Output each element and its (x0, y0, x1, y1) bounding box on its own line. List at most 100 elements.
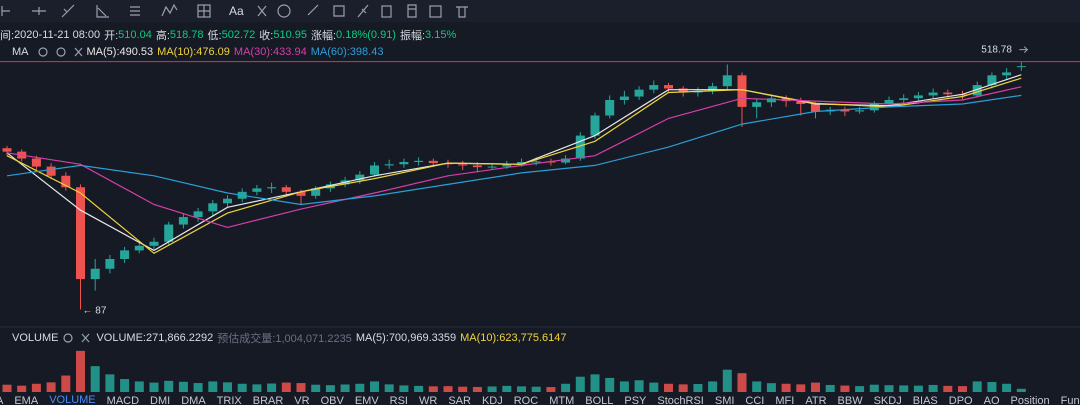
volume-bar (678, 384, 688, 392)
indicator-tab[interactable]: ATR (805, 395, 827, 405)
volume-bar (355, 383, 365, 392)
indicator-tab[interactable]: PSY (624, 395, 647, 405)
candle-body (517, 161, 526, 165)
volume-bar (708, 381, 718, 392)
volume-bar (649, 382, 659, 392)
vol-icons[interactable] (63, 333, 90, 343)
indicator-tab[interactable]: AO (983, 395, 1000, 405)
candle-body (575, 135, 585, 159)
indicator-tab[interactable]: EMA (14, 395, 39, 405)
indicator-tab[interactable]: RSI (389, 395, 408, 405)
volume-bar (899, 385, 909, 392)
indicator-tab[interactable]: DMI (150, 395, 171, 405)
indicator-tab[interactable]: A (0, 395, 3, 405)
indicator-tab[interactable]: WR (419, 395, 438, 405)
volume-bar (811, 382, 820, 392)
candle-body (619, 96, 629, 100)
indicator-tab[interactable]: SMI (714, 395, 735, 405)
info-value: 502.72 (221, 29, 256, 41)
candle-body (766, 98, 776, 103)
volume-bar (884, 385, 894, 392)
indicator-tab[interactable]: TRIX (216, 395, 242, 405)
volume-bar (972, 381, 982, 392)
ma-icons[interactable] (38, 47, 83, 57)
ma-line (6, 86, 1022, 229)
volume-bar (340, 384, 350, 392)
volume-header-item: MA(5):700,969.3359 (355, 332, 457, 344)
volume-bar (164, 380, 174, 392)
volume-bar (472, 386, 482, 392)
toolbar-icons[interactable] (1, 3, 468, 18)
volume-bar (223, 382, 232, 392)
toolbar-text-tool[interactable]: Aa (229, 4, 244, 18)
info-value: 518.78 (169, 29, 204, 41)
indicator-tab[interactable]: DPO (948, 395, 973, 405)
indicator-tab[interactable]: CCI (745, 395, 765, 405)
candle-body (399, 161, 409, 165)
indicator-tab[interactable]: EMV (354, 395, 379, 405)
volume-bar (281, 382, 291, 392)
volume-header-item: 预估成交量:1,004,071.2235 (217, 333, 352, 345)
indicator-tab[interactable]: KDJ (481, 395, 503, 405)
ma-legend-item: MA(5):490.53 (86, 46, 154, 58)
candle-body (2, 148, 12, 152)
indicator-tab[interactable]: VOLUME (49, 394, 95, 405)
indicator-tab[interactable]: BRAR (252, 395, 284, 405)
volume-bar (414, 385, 424, 392)
candle-body (252, 188, 262, 192)
candle-body (76, 187, 85, 280)
volume-bar (178, 381, 188, 392)
volume-bar (296, 383, 306, 392)
volume-bar (370, 381, 379, 392)
volume-bar (958, 386, 967, 392)
volume-header: VOLUME VOLUME:271,866.2292 预估成交量:1,004,07… (12, 331, 571, 345)
volume-bar (384, 384, 394, 392)
candle-body (737, 75, 747, 107)
indicator-tab[interactable]: BBW (837, 395, 863, 405)
info-value: 0.18%(0.91) (336, 29, 396, 41)
indicator-tab[interactable]: MACD (106, 395, 140, 405)
candle-body (664, 85, 673, 89)
volume-bar (134, 381, 144, 392)
indicator-tab[interactable]: StochRSI (657, 395, 704, 405)
ma-legend-item: MA(60):398.43 (310, 46, 384, 58)
candle-body (928, 92, 938, 96)
toolbar (0, 0, 1080, 22)
candle-body (134, 245, 144, 251)
volume-bar (825, 384, 835, 392)
info-label: 高: (155, 30, 170, 42)
volume-bar (737, 373, 747, 392)
candle-body (164, 224, 174, 242)
indicator-tab[interactable]: BIAS (912, 395, 938, 405)
info-value: 510.04 (118, 29, 152, 41)
candle-body (208, 203, 218, 212)
indicator-tab[interactable]: SKDJ (873, 395, 902, 405)
volume-bar (458, 386, 468, 392)
indicator-tab[interactable]: Position (1010, 395, 1050, 405)
indicator-tab[interactable]: SAR (448, 395, 471, 405)
candle-body (840, 109, 850, 112)
candle-body (811, 104, 820, 112)
indicator-tab[interactable]: ROC (513, 395, 539, 405)
indicator-tab[interactable]: MFI (775, 395, 795, 405)
volume-bar (840, 385, 850, 392)
candle-body (105, 258, 115, 269)
indicator-tab[interactable]: MTM (549, 395, 575, 405)
candle-body (913, 95, 923, 99)
volume-bar (31, 383, 41, 392)
indicator-tab[interactable]: VR (294, 395, 310, 405)
indicator-tab[interactable]: OBV (320, 395, 344, 405)
volume-bar (943, 385, 953, 392)
candle-body (972, 85, 982, 96)
candle-body (281, 187, 291, 192)
volume-bar (193, 383, 203, 392)
volume-bar (913, 385, 923, 392)
volume-bar (561, 383, 571, 392)
indicator-tab[interactable]: Fundflow (1060, 395, 1080, 405)
volume-bar (90, 366, 100, 392)
info-bar: 间: 2020-11-21 08:00 开: 510.04 高: 518.78 低: 502.… (0, 28, 460, 42)
volume-bar (855, 386, 865, 392)
indicator-tab[interactable]: DMA (181, 395, 206, 405)
indicator-tab[interactable]: BOLL (585, 395, 614, 405)
